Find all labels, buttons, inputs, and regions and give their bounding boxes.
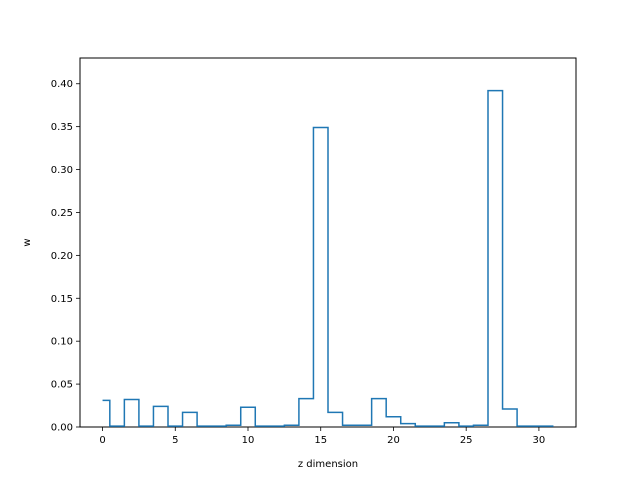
plot-frame — [79, 57, 577, 428]
y-tick-label: 0.25 — [51, 208, 73, 219]
x-tick-label: 10 — [242, 435, 255, 446]
y-tick-label: 0.30 — [51, 165, 73, 176]
x-axis-label: z dimension — [298, 459, 358, 470]
y-axis-label: w — [22, 238, 33, 246]
y-tick-label: 0.10 — [51, 337, 73, 348]
x-tick-label: 30 — [533, 435, 546, 446]
y-tick-label: 0.35 — [51, 122, 73, 133]
y-tick-label: 0.00 — [51, 423, 73, 434]
x-tick-label: 5 — [172, 435, 178, 446]
y-tick-label: 0.05 — [51, 380, 73, 391]
x-tick-label: 0 — [99, 435, 105, 446]
y-tick-label: 0.15 — [51, 294, 73, 305]
y-axis: 0.00 0.05 0.10 0.15 0.20 0.25 0.30 0.35 0.40 — [51, 79, 80, 434]
x-tick-label: 25 — [460, 435, 473, 446]
series-step-line — [102, 89, 554, 427]
y-tick-label: 0.40 — [51, 79, 73, 90]
x-tick-label: 15 — [314, 435, 327, 446]
x-tick-label: 20 — [387, 435, 400, 446]
x-axis: 0 5 10 15 20 25 30 — [99, 427, 545, 446]
y-tick-label: 0.20 — [51, 251, 73, 262]
